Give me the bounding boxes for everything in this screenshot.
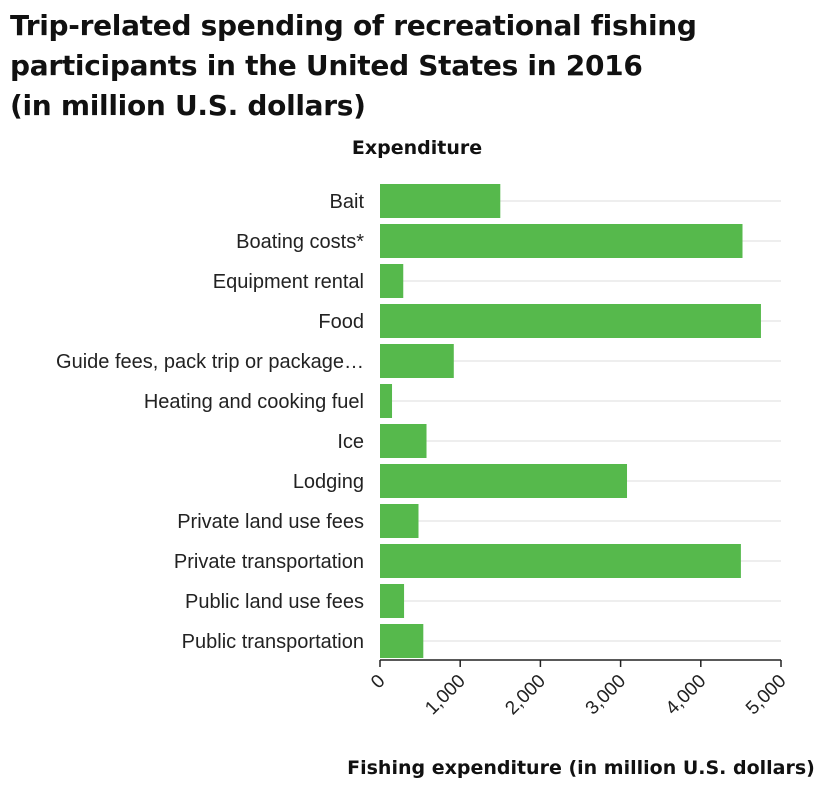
category-labels: Bait Boating costs* Equipment rental Food Gu…	[56, 191, 364, 653]
chart-title-line-2: participants in the United States in 201…	[10, 49, 643, 82]
category-label: Heating and cooking fuel	[144, 391, 364, 413]
bar-10	[380, 584, 405, 618]
category-label: Public land use fees	[185, 591, 364, 613]
chart-title-line-3: (in million U.S. dollars)	[10, 89, 366, 122]
x-axis: 0 1,000 2,000 3,000 4,000 5,000	[367, 659, 791, 719]
category-label: Lodging	[293, 471, 364, 493]
bar-0	[380, 184, 501, 218]
y-axis-title: Expenditure	[352, 137, 482, 159]
x-tick-label: 5,000	[742, 671, 790, 719]
x-tick-label: 2,000	[501, 671, 549, 719]
chart-title: Trip-related spending of recreational fi…	[10, 6, 810, 126]
x-tick-label: 3,000	[582, 671, 630, 719]
category-label: Boating costs*	[236, 231, 364, 253]
bars	[380, 184, 761, 658]
x-axis-title: Fishing expenditure (in million U.S. dol…	[347, 757, 815, 779]
category-label: Food	[318, 311, 364, 333]
x-tick-label: 1,000	[421, 671, 469, 719]
bar-2	[380, 264, 404, 298]
category-label: Equipment rental	[213, 271, 364, 293]
bar-5	[380, 384, 393, 418]
x-tick-label: 0	[367, 671, 389, 693]
category-label: Private transportation	[174, 551, 364, 573]
category-label: Guide fees, pack trip or package…	[56, 351, 364, 373]
bar-6	[380, 424, 427, 458]
chart-title-line-1: Trip-related spending of recreational fi…	[10, 9, 697, 42]
category-label: Bait	[330, 191, 365, 213]
bar-4	[380, 344, 454, 378]
bar-7	[380, 464, 628, 498]
category-label: Public transportation	[182, 631, 364, 653]
category-label: Private land use fees	[177, 511, 364, 533]
bar-9	[380, 544, 741, 578]
bar-11	[380, 624, 424, 658]
x-tick-label: 4,000	[662, 671, 710, 719]
category-label: Ice	[337, 431, 364, 453]
bar-1	[380, 224, 743, 258]
bar-3	[380, 304, 761, 338]
bar-8	[380, 504, 419, 538]
